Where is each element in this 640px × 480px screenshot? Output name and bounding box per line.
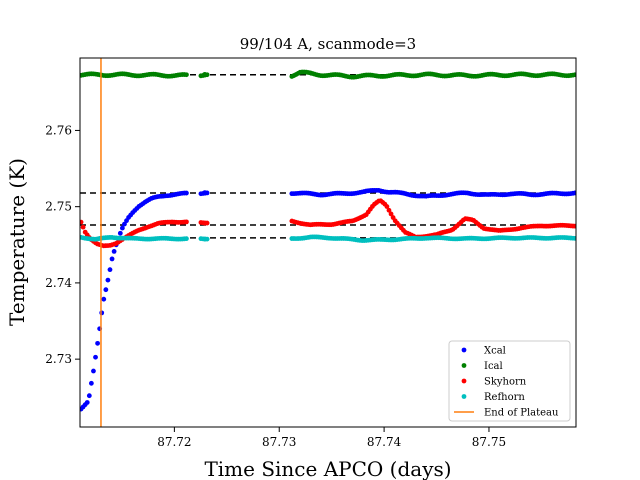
data-point-ical bbox=[184, 72, 189, 78]
data-point-skyhorn bbox=[184, 219, 189, 225]
data-point-ical bbox=[202, 71, 208, 77]
x-axis-title: Time Since APCO (days) bbox=[204, 457, 451, 480]
data-point-xcal bbox=[572, 190, 576, 196]
data-point-refhorn bbox=[572, 235, 576, 241]
legend-label-xcal: Xcal bbox=[484, 346, 506, 357]
x-tick-label: 87.72 bbox=[157, 435, 191, 449]
data-point-skyhorn bbox=[384, 204, 390, 209]
data-point-xcal bbox=[111, 249, 117, 254]
data-point-refhorn bbox=[184, 236, 189, 242]
data-point-skyhorn bbox=[386, 207, 392, 213]
x-tick-label: 87.75 bbox=[472, 435, 506, 449]
legend-label-ical: Ical bbox=[484, 361, 503, 372]
data-point-skyhorn bbox=[388, 211, 394, 217]
legend-swatch-ical bbox=[461, 363, 467, 368]
legend-label-refhorn: Refhorn bbox=[484, 392, 525, 403]
y-tick-label: 2.75 bbox=[45, 200, 72, 214]
data-point-xcal bbox=[107, 267, 113, 273]
data-point-xcal bbox=[88, 380, 94, 386]
data-point-xcal bbox=[105, 277, 111, 283]
data-point-xcal bbox=[103, 287, 109, 293]
data-point-xcal bbox=[122, 221, 127, 227]
data-point-xcal bbox=[109, 256, 115, 262]
data-point-skyhorn bbox=[572, 223, 576, 229]
data-point-xcal bbox=[95, 340, 100, 346]
chart-title: 99/104 A, scanmode=3 bbox=[240, 35, 416, 53]
series-xcal bbox=[80, 187, 576, 412]
data-point-xcal bbox=[119, 225, 125, 231]
data-point-xcal bbox=[117, 230, 123, 236]
y-tick-label: 2.74 bbox=[45, 276, 72, 290]
data-point-skyhorn bbox=[202, 220, 208, 226]
data-point-refhorn bbox=[202, 236, 208, 242]
data-point-xcal bbox=[93, 354, 98, 360]
data-point-skyhorn bbox=[80, 219, 84, 225]
legend-swatch-skyhorn bbox=[461, 378, 467, 384]
plot-content bbox=[80, 58, 576, 427]
y-tick-label: 2.76 bbox=[45, 123, 72, 137]
data-point-xcal bbox=[86, 393, 92, 399]
data-point-skyhorn bbox=[80, 224, 86, 230]
plot-area bbox=[80, 58, 576, 427]
x-tick-label: 87.73 bbox=[262, 435, 296, 449]
plot-frame bbox=[79, 57, 577, 428]
legend-label-end-of-plateau: End of Plateau bbox=[484, 408, 559, 419]
legend: Xcal Ical Skyhorn Refhorn End of Plateau bbox=[448, 340, 571, 422]
data-point-xcal bbox=[101, 296, 107, 302]
x-tick-label: 87.74 bbox=[367, 435, 402, 449]
legend-swatch-xcal bbox=[461, 347, 467, 353]
legend-label-skyhorn: Skyhorn bbox=[484, 377, 527, 388]
data-point-xcal bbox=[184, 190, 189, 196]
y-axis-title: Temperature (K) bbox=[5, 158, 29, 326]
y-tick-label: 2.73 bbox=[45, 352, 72, 366]
series-refhorn bbox=[80, 234, 576, 244]
legend-swatch-refhorn bbox=[461, 394, 467, 399]
data-point-xcal bbox=[91, 368, 96, 374]
data-point-ical bbox=[572, 72, 576, 78]
data-point-xcal bbox=[84, 400, 90, 405]
axes: 87.72 87.73 87.74 87.75 2.73 2.74 2.75 2.76 bbox=[45, 123, 506, 449]
legend-box bbox=[448, 340, 571, 422]
series-ical bbox=[80, 69, 576, 80]
data-point-xcal bbox=[202, 190, 208, 196]
